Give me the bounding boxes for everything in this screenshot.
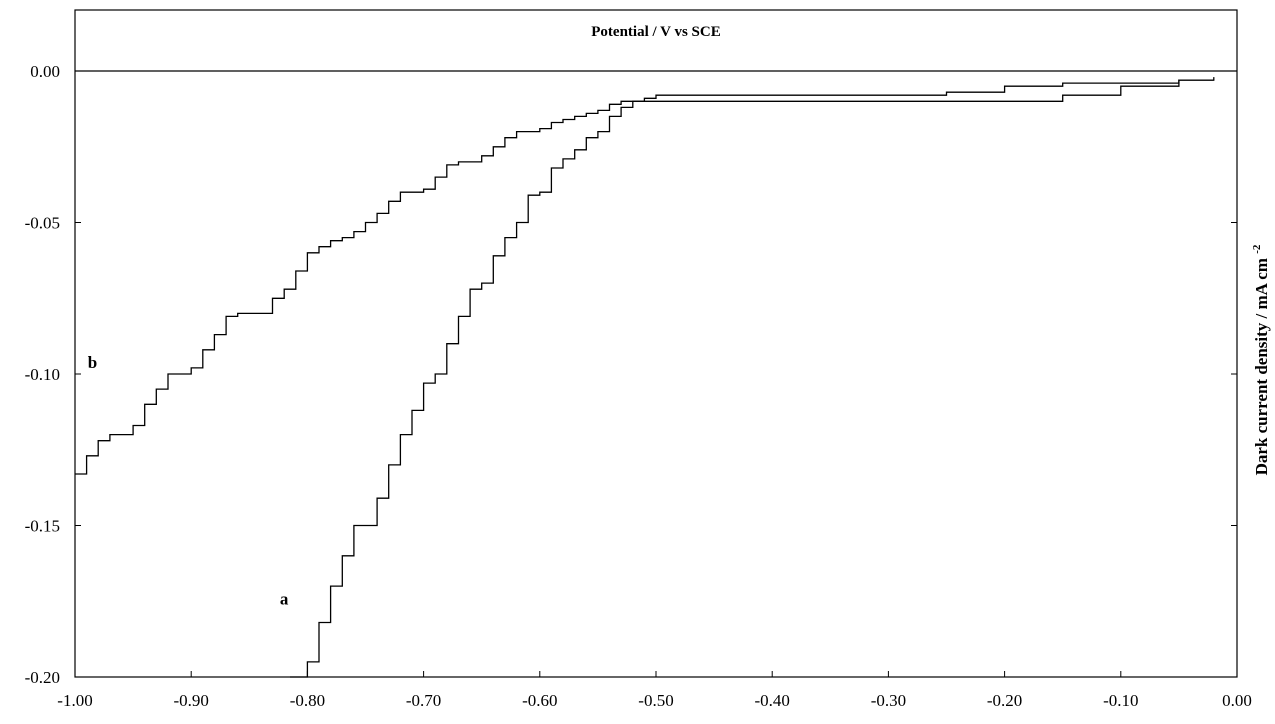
- x-tick-label: -0.20: [987, 691, 1022, 710]
- x-axis: -1.00 -0.90 -0.80 -0.70 -0.60 -0.50 -0.40 -0.30…: [57, 671, 1252, 710]
- series-line-a: [290, 77, 1215, 678]
- x-tick-label: -0.80: [290, 691, 325, 710]
- plot-frame: [74, 9, 1238, 678]
- y-axis-label-sup: -2: [1251, 244, 1263, 254]
- y-axis-label-text: Dark current density / mA cm: [1252, 258, 1271, 475]
- y-tick-label: -0.10: [25, 365, 60, 384]
- x-tick-label: -0.30: [871, 691, 906, 710]
- series-layer: [75, 77, 1215, 678]
- x-tick-label: -0.60: [522, 691, 557, 710]
- x-tick-label: -0.10: [1103, 691, 1138, 710]
- svg-text:Dark current density / mA cm: Dark current density / mA cm -2: [1251, 244, 1271, 475]
- y-axis: 0.00 -0.05 -0.10 -0.15 -0.20: [25, 62, 1237, 687]
- x-tick-label: -0.90: [173, 691, 208, 710]
- y-axis-label: Dark current density / mA cm -2: [1251, 244, 1271, 475]
- annotations: ab: [88, 353, 289, 608]
- chart-title: Potential / V vs SCE: [591, 24, 720, 40]
- x-tick-label: 0.00: [1222, 691, 1252, 710]
- x-tick-label: -1.00: [57, 691, 92, 710]
- series-annotation-a: a: [280, 589, 289, 608]
- x-tick-label: -0.40: [754, 691, 789, 710]
- x-tick-label: -0.70: [406, 691, 441, 710]
- series-line-b: [75, 79, 1214, 475]
- y-tick-label: -0.20: [25, 668, 60, 687]
- y-tick-label: -0.15: [25, 517, 60, 536]
- x-tick-label: -0.50: [638, 691, 673, 710]
- series-annotation-b: b: [88, 353, 97, 372]
- y-tick-label: -0.05: [25, 214, 60, 233]
- y-tick-label: 0.00: [30, 62, 60, 81]
